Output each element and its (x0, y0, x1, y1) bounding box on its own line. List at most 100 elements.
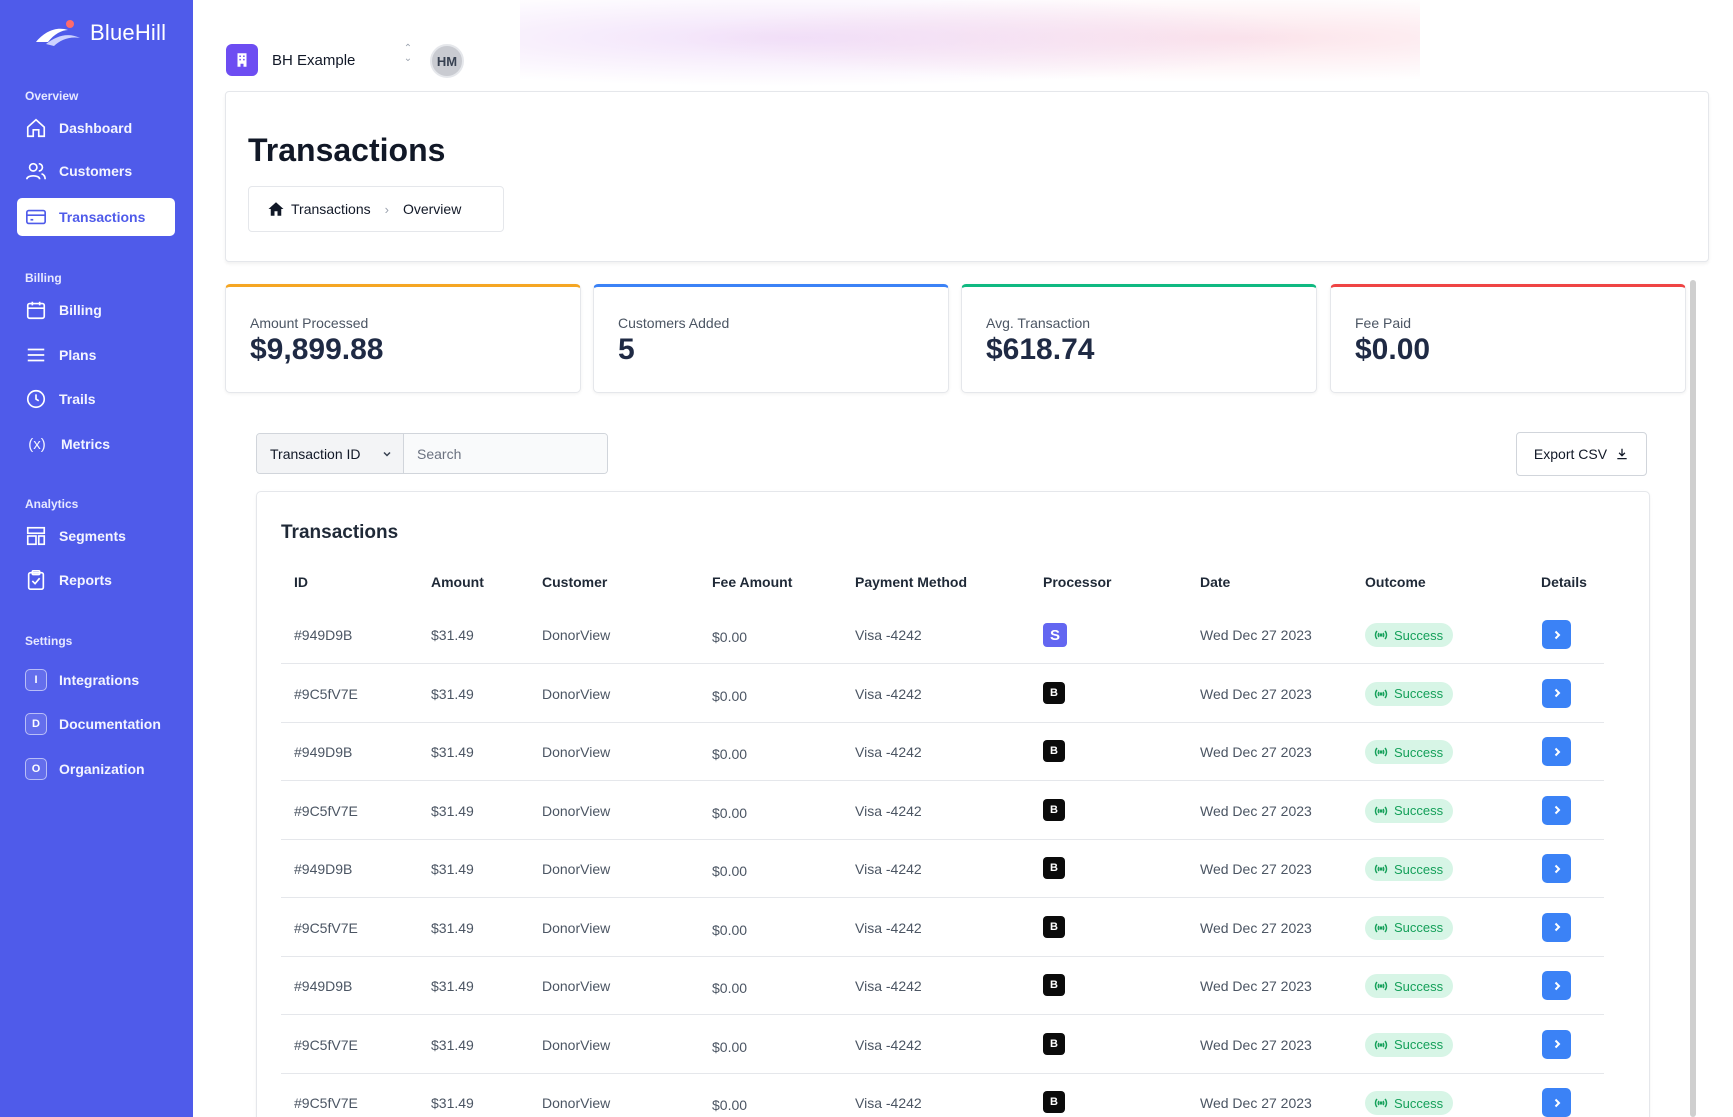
sidebar-item-metrics[interactable]: (x) Metrics (17, 425, 175, 463)
table-row[interactable]: #949D9B $31.49 DonorView $0.00 Visa -4242 S We… (281, 606, 1604, 664)
page-scrollbar[interactable] (1688, 278, 1698, 1117)
cell-date: Wed Dec 27 2023 (1200, 802, 1312, 819)
view-details-button[interactable] (1542, 971, 1571, 1000)
brand-name: BlueHill (90, 20, 167, 45)
table-row[interactable]: #9C5fV7E $31.49 DonorView $0.00 Visa -4242 B W… (281, 665, 1604, 723)
cell-amount: $31.49 (431, 919, 474, 936)
view-details-button[interactable] (1542, 1088, 1571, 1117)
view-details-button[interactable] (1542, 678, 1571, 708)
column-header[interactable]: Details (1541, 574, 1587, 590)
sidebar-item-label: Dashboard (59, 120, 133, 136)
nav-section-settings: Settings (25, 634, 73, 648)
stat-label: Customers Added (618, 315, 730, 331)
column-header[interactable]: Payment Method (855, 574, 968, 590)
signal-icon (1374, 1040, 1388, 1049)
avatar[interactable]: HM (430, 44, 464, 78)
column-header[interactable]: Customer (542, 574, 608, 590)
table-row[interactable]: #949D9B $31.49 DonorView $0.00 Visa -4242 B We… (281, 723, 1604, 781)
sidebar-item-label: Reports (59, 572, 112, 588)
sidebar-item-integrations[interactable]: I Integrations (17, 661, 175, 699)
signal-icon (1374, 630, 1388, 640)
cell-id: #949D9B (294, 861, 353, 877)
cell-amount: $31.49 (431, 1095, 474, 1111)
breadcrumb-item[interactable]: Overview (402, 201, 462, 217)
processor-braintree-icon: B (1043, 1091, 1065, 1113)
filter-field-value: Transaction ID (270, 445, 361, 462)
signal-icon (1374, 689, 1388, 698)
clock-icon (25, 388, 47, 410)
org-switcher[interactable]: BH Example ⌃ ⌄ (226, 44, 412, 76)
column-header[interactable]: Date (1200, 574, 1231, 590)
sidebar-item-transactions[interactable]: Transactions (17, 198, 175, 236)
sidebar-item-trails[interactable]: Trails (17, 380, 175, 418)
letter-i-icon: I (25, 669, 47, 691)
status-badge: Success (1365, 1032, 1454, 1057)
cell-payment-method: Visa -4242 (855, 978, 922, 994)
cell-payment-method: Visa -4242 (855, 802, 922, 819)
table-row[interactable]: #949D9B $31.49 DonorView $0.00 Visa -4242 B We… (281, 957, 1604, 1015)
layout-icon (25, 525, 47, 547)
sidebar: BlueHill Overview Dashboard Customers Tr… (0, 0, 193, 1117)
export-csv-button[interactable]: Export CSV (1516, 432, 1647, 476)
cell-fee: $0.00 (712, 1097, 748, 1113)
column-header[interactable]: Amount (431, 574, 484, 590)
view-details-button[interactable] (1542, 912, 1571, 942)
cell-payment-method: Visa -4242 (855, 1036, 922, 1053)
view-details-button[interactable] (1542, 795, 1571, 825)
column-header[interactable]: ID (294, 574, 308, 590)
status-label: Success (1394, 803, 1444, 818)
transaction-filter: Transaction ID (256, 433, 608, 474)
cell-amount: $31.49 (431, 861, 474, 877)
table-row[interactable]: #9C5fV7E $31.49 DonorView $0.00 Visa -4242 B W… (281, 1016, 1604, 1074)
view-details-button[interactable] (1542, 620, 1571, 649)
sidebar-item-plans[interactable]: Plans (17, 336, 175, 374)
breadcrumb-item[interactable]: Transactions (291, 201, 371, 217)
letter-o-icon: O (25, 758, 47, 780)
chevron-right-icon (1554, 747, 1560, 756)
cell-payment-method: Visa -4242 (855, 861, 922, 877)
clipboard-icon (25, 569, 47, 591)
chevron-right-icon (1554, 864, 1560, 873)
sidebar-item-customers[interactable]: Customers (17, 152, 175, 190)
sidebar-item-reports[interactable]: Reports (17, 561, 175, 599)
table-row[interactable]: #9C5fV7E $31.49 DonorView $0.00 Visa -4242 B W… (281, 899, 1604, 957)
stat-value: 5 (618, 333, 635, 366)
status-badge: Success (1365, 915, 1454, 940)
stat-card-avg-transaction: Avg. Transaction $618.74 (961, 284, 1317, 393)
view-details-button[interactable] (1542, 854, 1571, 883)
cell-amount: $31.49 (431, 802, 474, 819)
sidebar-item-billing[interactable]: Billing (17, 291, 175, 329)
sidebar-item-dashboard[interactable]: Dashboard (17, 109, 175, 147)
signal-icon (1374, 981, 1388, 991)
table-row[interactable]: #9C5fV7E $31.49 DonorView $0.00 Visa -4242 B W… (281, 1074, 1604, 1117)
stat-card-fee-paid: Fee Paid $0.00 (1330, 284, 1686, 393)
status-label: Success (1394, 861, 1444, 877)
column-header[interactable]: Fee Amount (712, 574, 793, 590)
brand[interactable]: BlueHill (34, 16, 166, 50)
table-row[interactable]: #9C5fV7E $31.49 DonorView $0.00 Visa -4242 B W… (281, 782, 1604, 840)
chevron-right-icon (1554, 630, 1560, 639)
table-row[interactable]: #949D9B $31.49 DonorView $0.00 Visa -4242 B We… (281, 840, 1604, 898)
view-details-button[interactable] (1542, 1029, 1571, 1059)
chevron-up-down-icon: ⌃ ⌄ (403, 43, 413, 64)
cell-fee: $0.00 (712, 921, 748, 938)
sidebar-item-organization[interactable]: O Organization (17, 750, 175, 788)
sidebar-item-label: Metrics (61, 436, 111, 452)
column-header[interactable]: Processor (1043, 574, 1112, 590)
sidebar-item-segments[interactable]: Segments (17, 517, 175, 555)
cell-date: Wed Dec 27 2023 (1200, 861, 1312, 877)
status-label: Success (1394, 627, 1444, 643)
cell-id: #949D9B (294, 744, 353, 760)
nav-section-overview: Overview (25, 89, 79, 103)
column-header[interactable]: Outcome (1365, 574, 1426, 590)
cell-payment-method: Visa -4242 (855, 919, 922, 936)
cell-date: Wed Dec 27 2023 (1200, 685, 1312, 702)
processor-braintree-icon: B (1043, 857, 1065, 879)
cell-customer: DonorView (542, 1036, 611, 1053)
home-icon[interactable] (267, 200, 285, 218)
filter-field-select[interactable]: Transaction ID (257, 434, 404, 473)
view-details-button[interactable] (1542, 737, 1571, 766)
scrollbar-thumb[interactable] (1690, 280, 1696, 1117)
sidebar-item-documentation[interactable]: D Documentation (17, 705, 175, 743)
search-input[interactable] (404, 434, 607, 473)
